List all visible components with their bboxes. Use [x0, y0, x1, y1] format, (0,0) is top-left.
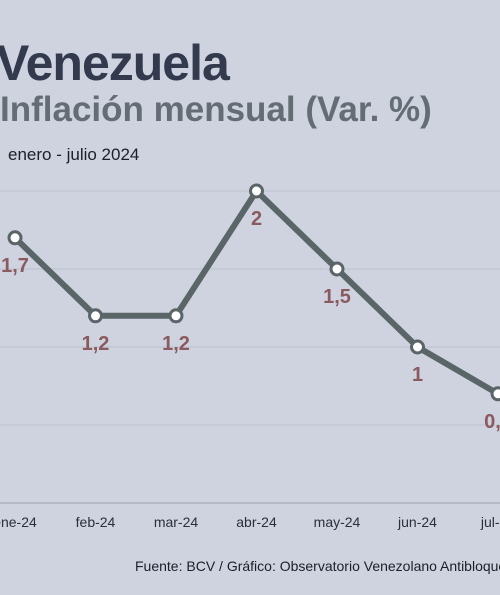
data-label: 1,2 [162, 333, 190, 355]
data-points [7, 183, 500, 402]
x-tick-label: may-24 [314, 514, 361, 530]
data-point [329, 261, 345, 277]
x-tick-label: ene-24 [0, 514, 37, 530]
data-label: 1,2 [82, 333, 110, 355]
data-point [490, 386, 500, 402]
data-point [410, 339, 425, 355]
data-labels: 1,7 1,2 1,2 2 1,5 1 0,7 [1, 208, 500, 433]
data-label: 1,7 [1, 255, 29, 277]
data-label: 1,5 [323, 286, 351, 308]
data-label: 1 [412, 364, 423, 386]
x-tick-label: jun-24 [397, 514, 437, 530]
chart-title: Venezuela [0, 35, 230, 91]
data-label: 0,7 [484, 411, 500, 433]
x-tick-label: mar-24 [154, 514, 199, 530]
chart-period: enero - julio 2024 [8, 145, 140, 164]
data-point [88, 308, 103, 324]
source-note: Fuente: BCV / Gráfico: Observatorio Vene… [135, 558, 500, 574]
x-tick-label: jul-24 [480, 514, 500, 530]
x-tick-label: feb-24 [76, 514, 116, 530]
data-point [249, 183, 264, 199]
x-tick-labels: ene-24 feb-24 mar-24 abr-24 may-24 jun-24 jul-… [0, 514, 500, 530]
data-label: 2 [251, 208, 262, 230]
data-point [7, 230, 23, 246]
chart-subtitle: Inflación mensual (Var. %) [0, 90, 432, 129]
data-point [168, 308, 184, 324]
x-tick-label: abr-24 [236, 514, 277, 530]
